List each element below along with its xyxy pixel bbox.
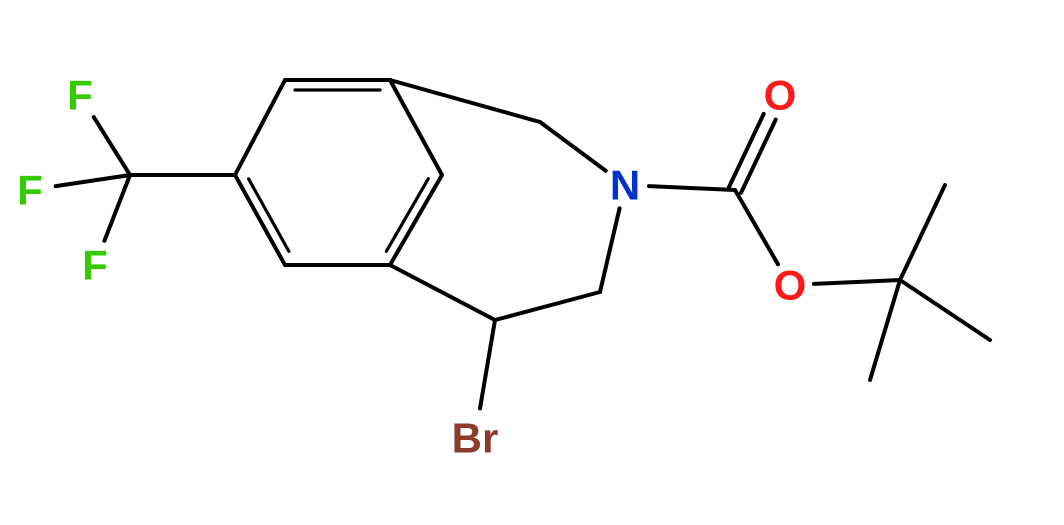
molecule-diagram: FFFNBrOO	[0, 0, 1064, 525]
f-label: F	[67, 72, 93, 119]
f-label: F	[17, 167, 43, 214]
br-label: Br	[452, 415, 499, 462]
o-label: O	[764, 72, 797, 119]
f-label: F	[82, 242, 108, 289]
o-label: O	[774, 262, 807, 309]
n-label: N	[610, 162, 640, 209]
